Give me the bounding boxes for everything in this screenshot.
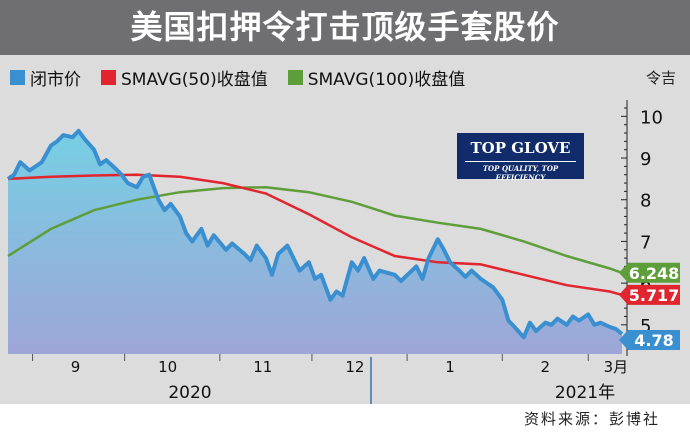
- unit-label: 令吉: [645, 69, 676, 87]
- y-tick-label: 5: [640, 316, 651, 337]
- logo-rule: [465, 161, 576, 162]
- y-tick-label: 6: [640, 274, 651, 295]
- end-label-sma100-box: [619, 262, 680, 283]
- y-tick-label: 9: [640, 149, 651, 170]
- legend-item-sma100: SMAVG(100)收盘值: [287, 65, 466, 90]
- sma50-line: [7, 173, 623, 297]
- sma100-line: [7, 185, 623, 274]
- x-tick-label: 3月: [604, 358, 629, 376]
- x-tick-label: 9: [71, 358, 81, 376]
- x-tick-label: 12: [345, 358, 364, 376]
- year-label-2021: 2021年: [555, 383, 615, 403]
- logo-sub-text: TOP QUALITY, TOP EFFICIENCY: [482, 164, 559, 182]
- end-label-sma50-box: [619, 284, 680, 305]
- top-glove-logo: TOP GLOVE TOP QUALITY, TOP EFFICIENCY: [457, 133, 584, 182]
- legend-label-close: 闭市价: [30, 69, 81, 90]
- year-label-2020: 2020: [168, 383, 211, 403]
- legend-swatch-sma100: [287, 69, 303, 85]
- legend: 闭市价 SMAVG(50)收盘值 SMAVG(100)收盘值: [10, 64, 485, 90]
- legend-swatch-close: [10, 69, 25, 85]
- legend-item-sma50: SMAVG(50)收盘值: [101, 65, 268, 90]
- chart-title: 美国扣押令打击顶级手套股价: [130, 8, 560, 46]
- x-tick-label: 1: [445, 358, 455, 376]
- end-label-close-box: [619, 329, 680, 350]
- x-tick-label: 10: [158, 358, 177, 376]
- legend-swatch-sma50: [101, 69, 116, 85]
- source-label: 资料来源：彭博社: [523, 410, 660, 428]
- close-price-line: [6, 128, 624, 340]
- x-tick-label: 11: [253, 358, 272, 376]
- legend-label-sma50: SMAVG(50)收盘值: [121, 69, 268, 90]
- end-label-sma50: 5.717: [629, 286, 680, 305]
- close-price-area: [8, 130, 622, 354]
- logo-main-text: TOP GLOVE: [470, 139, 571, 157]
- end-label-sma100: 6.248: [629, 264, 680, 283]
- x-tick-label: 2: [540, 358, 550, 376]
- footer: [0, 404, 690, 442]
- y-tick-label: 7: [640, 232, 651, 253]
- title-bar: [0, 0, 690, 55]
- end-label-close: 4.78: [634, 331, 673, 350]
- legend-label-sma100: SMAVG(100)收盘值: [307, 69, 466, 90]
- legend-item-close: 闭市价: [10, 65, 81, 90]
- y-tick-label: 10: [640, 107, 663, 128]
- y-tick-label: 8: [640, 191, 651, 212]
